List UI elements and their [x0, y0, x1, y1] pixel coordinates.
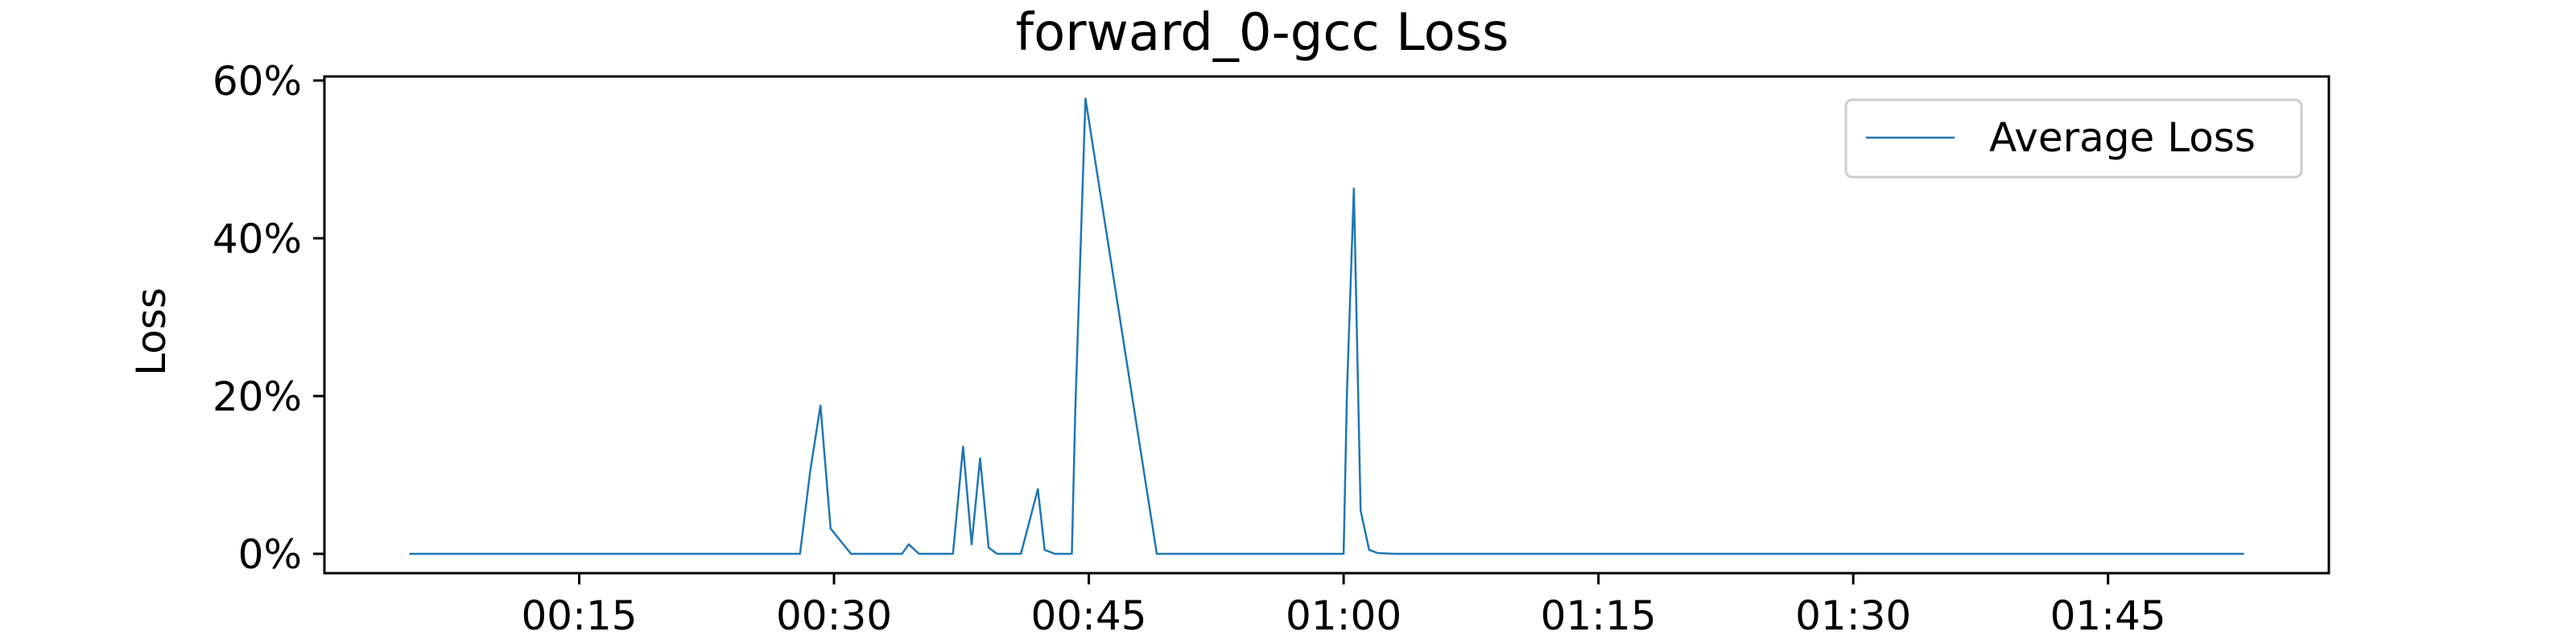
- x-tick-label: 01:45: [2050, 592, 2166, 639]
- y-axis-ticks: 0% 20% 40% 60%: [213, 58, 324, 578]
- legend: Average Loss: [1844, 98, 2303, 179]
- legend-box: [1844, 98, 2303, 179]
- x-tick-label: 01:00: [1286, 592, 1402, 639]
- series-line-0: [409, 97, 2244, 555]
- x-tick-label: 00:45: [1031, 592, 1147, 639]
- y-tick-label: 40%: [213, 216, 302, 262]
- y-tick-label: 20%: [213, 374, 302, 420]
- x-tick-label: 01:30: [1795, 592, 1911, 639]
- y-tick-label: 0%: [238, 531, 302, 578]
- chart-title: forward_0-gcc Loss: [1016, 3, 1509, 63]
- legend-label: Average Loss: [1989, 114, 2256, 161]
- plot-series: [409, 97, 2244, 555]
- x-axis-ticks: 00:15 00:30 00:45 01:00 01:15 01:30 01:45: [521, 573, 2166, 639]
- y-tick-label: 60%: [213, 58, 302, 105]
- y-axis-label: Loss: [128, 287, 175, 376]
- x-tick-label: 01:15: [1541, 592, 1657, 639]
- x-tick-label: 00:15: [521, 592, 637, 639]
- x-tick-label: 00:30: [776, 592, 892, 639]
- plot-frame: [323, 75, 2330, 575]
